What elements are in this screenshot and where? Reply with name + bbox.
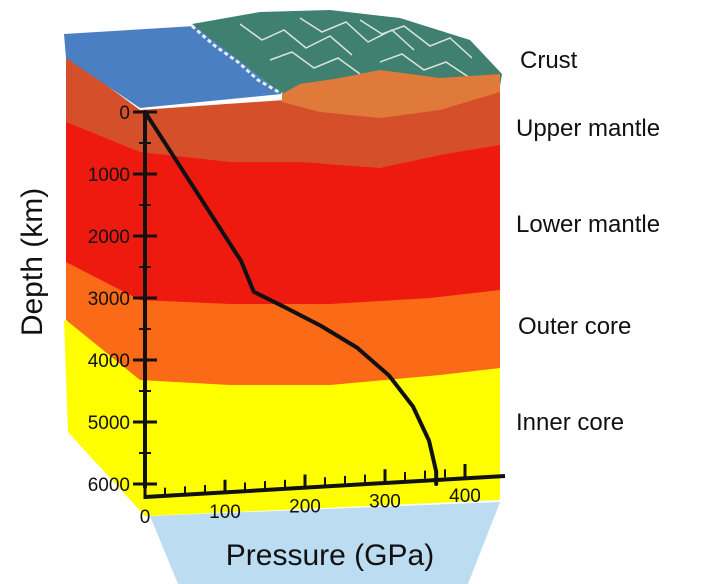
x-tick-label: 100 <box>209 502 241 523</box>
x-axis-title: Pressure (GPa) <box>226 539 434 572</box>
layer-label-crust: Crust <box>520 47 578 74</box>
layer-label-lower-mantle: Lower mantle <box>516 211 660 238</box>
layer-label-outer-core: Outer core <box>518 313 631 340</box>
y-tick-label: 3000 <box>88 289 130 310</box>
x-tick-label: 300 <box>369 491 401 512</box>
x-tick-label: 0 <box>140 507 151 528</box>
y-tick-label: 6000 <box>88 475 130 496</box>
layer-label-inner-core: Inner core <box>516 409 624 436</box>
y-axis-title: Depth (km) <box>16 188 49 336</box>
y-tick-label: 2000 <box>88 227 130 248</box>
x-tick-label: 200 <box>289 497 321 518</box>
y-tick-label: 5000 <box>88 413 130 434</box>
layer-label-upper-mantle: Upper mantle <box>516 115 660 142</box>
y-tick-label: 4000 <box>88 351 130 372</box>
y-tick-label: 1000 <box>88 165 130 186</box>
y-tick-label: 0 <box>119 103 130 124</box>
x-tick-label: 400 <box>449 486 481 507</box>
